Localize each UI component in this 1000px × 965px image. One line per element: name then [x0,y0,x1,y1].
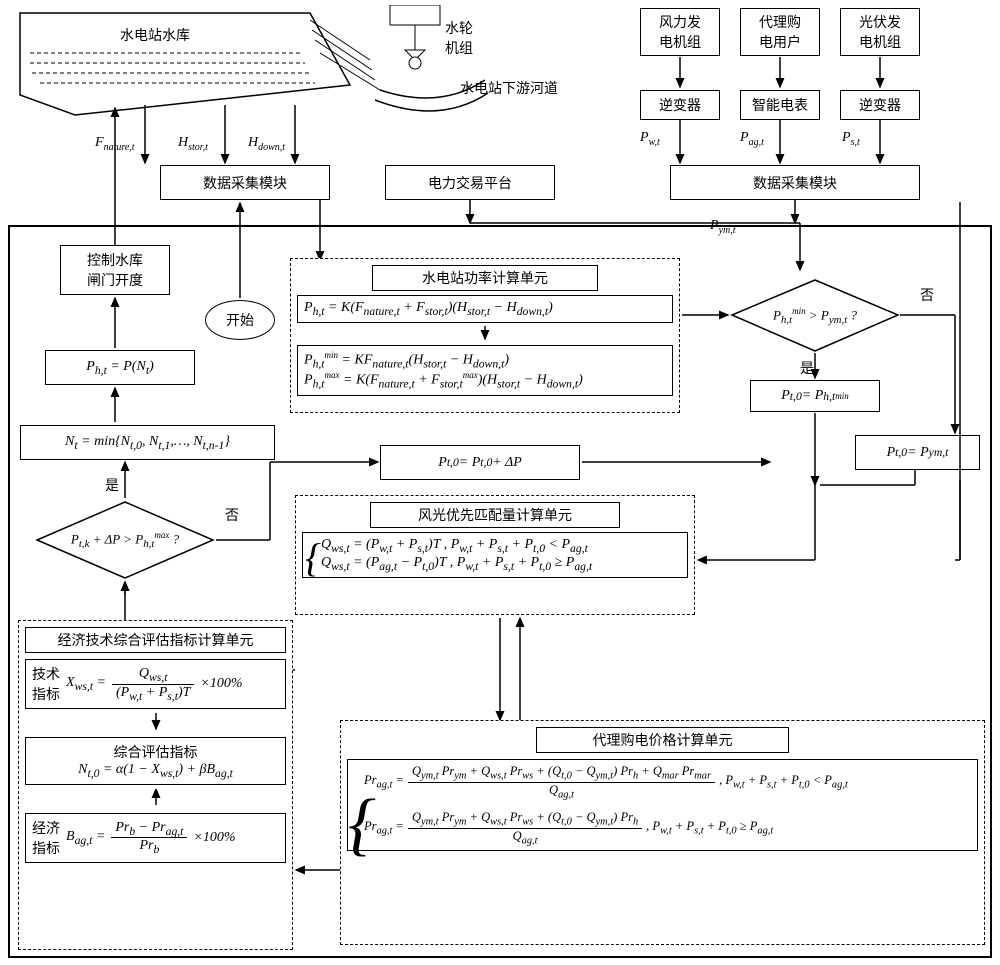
hydro-eq2-3: Ph,tmin = KFnature,t(Hstor,t − Hdown,t) … [297,345,673,396]
agent-user-box: 代理购 电用户 [740,8,820,56]
hydro-title: 水电站功率计算单元 [372,265,598,291]
price-eq: { Prag,t = Qym,t Prym + Qws,t Prws + (Qt… [347,759,978,851]
start-up-arrow [230,200,250,300]
price-title: 代理购电价格计算单元 [536,727,788,753]
assess-up-arrow [110,578,140,623]
gate-control-box: 控制水库 闸门开度 [60,245,170,295]
turbine-label: 水轮 机组 [445,18,473,58]
pv-group-box: 光伏发 电机组 [840,8,920,56]
price-to-assess-arrow [293,860,343,880]
downstream-label: 水电站下游河道 [460,78,558,98]
right-long-arrow [955,200,985,580]
assess-unit: 经济技术综合评估指标计算单元 技术 指标 Xws,t = Qws,t(Pw,t … [18,620,293,950]
price-unit: 代理购电价格计算单元 { Prag,t = Qym,t Prym + Qws,t… [340,720,985,945]
hdown-label: Hdown,t [248,135,285,153]
top-right-arrows [630,55,930,170]
assess-title: 经济技术综合评估指标计算单元 [25,627,286,653]
hstor-label: Hstor,t [178,135,208,153]
pym-label: Pym,t [710,218,736,236]
gate-up-arrow [100,100,140,245]
ps-label: Ps,t [842,130,860,148]
composite-eq: 综合评估指标 Nt,0 = α(1 − Xws,t) + βBag,t [25,737,286,785]
assess-arrow2 [146,789,166,809]
wind-group-box: 风力发 电机组 [640,8,720,56]
assess-arrow1 [146,713,166,733]
econ-eq: 经济 指标 Bag,t = Prb − Prag,tPrb ×100% [25,813,286,863]
reservoir-label: 水电站水库 [120,25,190,45]
hydro-unit: 水电站功率计算单元 Ph,t = K(Fnature,t + Fstor,t)(… [290,258,680,413]
pw-label: Pw,t [640,130,660,148]
tech-eq: 技术 指标 Xws,t = Qws,t(Pw,t + Ps,t)T ×100% [25,659,286,709]
hydro-inner-arrow [475,326,495,342]
pag-label: Pag,t [740,130,764,148]
hydro-eq1: Ph,t = K(Fnature,t + Fstor,t)(Hstor,t − … [297,295,673,323]
